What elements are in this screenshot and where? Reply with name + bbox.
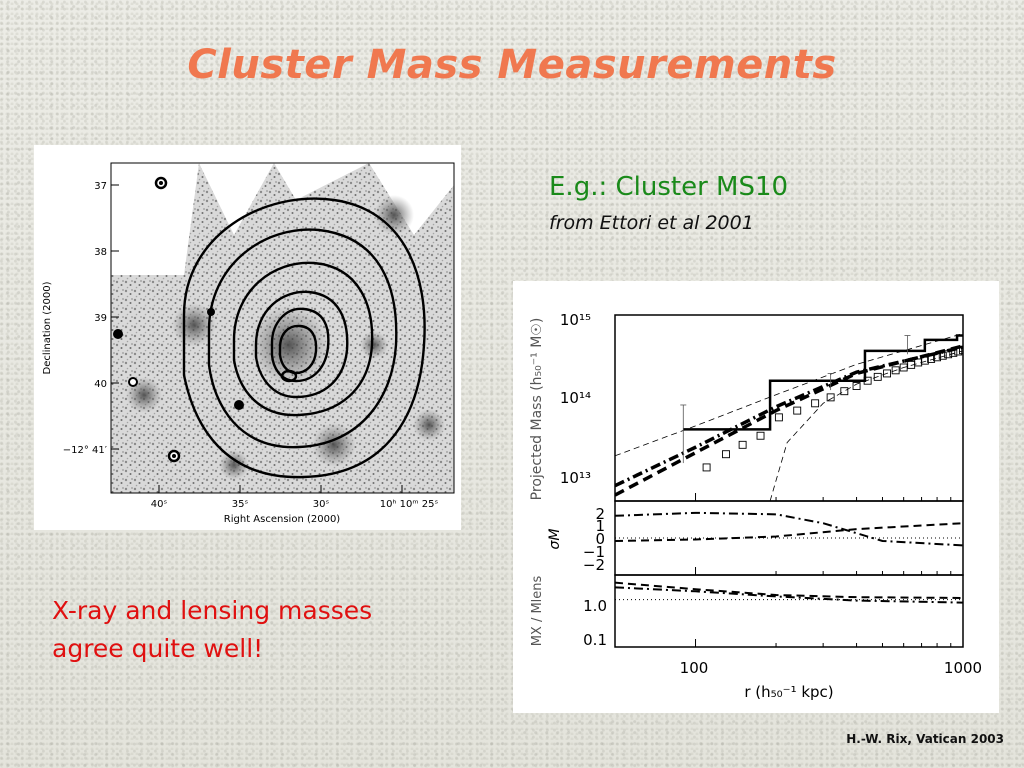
data-point-marker	[920, 356, 929, 365]
ratio-series-line	[615, 581, 963, 599]
sky-y-tick-label: 40	[94, 379, 107, 390]
data-point-marker	[927, 354, 936, 363]
ratio-y-tick-label: 0.1	[583, 631, 607, 649]
data-point-marker	[933, 353, 942, 362]
data-point-marker	[756, 431, 765, 440]
ratio-y-tick-label: 1.0	[583, 597, 607, 615]
data-point-marker	[899, 363, 908, 372]
data-point-marker	[944, 350, 953, 359]
sky-y-tick-label: −12° 41′	[63, 445, 108, 456]
x-axis-label: r (h₅₀⁻¹ kpc)	[744, 683, 833, 701]
data-point-marker	[774, 413, 783, 422]
caption-source: from Ettori et al 2001	[549, 212, 754, 234]
sigma-y-tick-label: −2	[583, 556, 605, 574]
mass-series-line	[615, 345, 963, 488]
mass-series-line	[769, 350, 963, 501]
mass-series-line	[615, 333, 963, 457]
sigma-y-tick-label: 2	[595, 505, 605, 523]
mass-y-axis-label: Projected Mass (h₅₀⁻¹ M☉)	[529, 318, 545, 501]
data-point-marker	[863, 376, 872, 385]
sky-y-tick-label: 39	[94, 313, 107, 324]
sigma-y-tick-label: −1	[583, 543, 605, 561]
x-tick-label: 100	[680, 659, 709, 677]
sky-point-sources	[113, 176, 244, 463]
sky-x-tick-label: 30ˢ	[313, 499, 330, 510]
data-point-marker	[793, 406, 802, 415]
sigma-y-tick-label: 1	[595, 517, 605, 535]
sky-frame	[110, 162, 455, 494]
ratio-panel-frame	[614, 574, 964, 648]
caption-title: E.g.: Cluster MS10	[549, 172, 789, 202]
data-point-marker	[959, 346, 963, 355]
sigma-y-axis-label: σM	[547, 529, 563, 550]
mass-y-tick-label: 10¹⁴	[560, 389, 591, 407]
mass-y-tick-label: 10¹⁵	[560, 311, 591, 329]
data-point-marker	[840, 387, 849, 396]
mass-series-line	[683, 334, 963, 431]
summary-line: agree quite well!	[52, 634, 264, 663]
mass-panel-frame	[614, 314, 964, 502]
sigma-series-line	[615, 511, 963, 547]
data-point-marker	[883, 369, 891, 378]
data-point-marker	[722, 450, 730, 459]
data-point-marker	[891, 366, 900, 375]
mass-y-tick-label: 10¹³	[560, 469, 591, 487]
mass-profile-panel: 10¹⁵ 10¹⁴ 10¹³ 2 1 0 −1 −2 1.0 0.1 100 1…	[513, 281, 999, 713]
slide-title: Cluster Mass Measurements	[187, 42, 837, 88]
summary-text: X-ray and lensing masses agree quite wel…	[52, 592, 472, 668]
sky-x-tick-label: 35ˢ	[232, 499, 249, 510]
sky-x-tick-label: 40ˢ	[151, 499, 168, 510]
data-point-marker	[826, 393, 835, 402]
sigma-series-line	[615, 522, 963, 542]
sky-x-axis-label: Right Ascension (2000)	[224, 514, 341, 525]
sky-y-tick-marks	[111, 184, 403, 493]
data-point-marker	[702, 463, 711, 472]
sky-map-figure: 37 38 39 40 −12° 41′ 40ˢ 35ˢ 30ˢ 10ʰ 10ᵐ…	[42, 162, 455, 525]
mass-profile-chart: 10¹⁵ 10¹⁴ 10¹³ 2 1 0 −1 −2 1.0 0.1 100 1…	[529, 311, 982, 701]
ratio-y-axis-label: MX / Mlens	[530, 575, 545, 646]
data-point-marker	[852, 382, 861, 390]
sky-y-tick-label: 37	[94, 181, 107, 192]
sky-image	[111, 163, 454, 493]
sky-y-tick-label: 38	[94, 247, 107, 258]
data-point-marker	[954, 347, 963, 356]
data-point-marker	[873, 372, 882, 381]
sky-y-axis-label: Declination (2000)	[42, 281, 53, 374]
data-point-marker	[938, 351, 947, 360]
x-tick-label: 1000	[944, 659, 982, 677]
data-point-marker	[811, 399, 820, 408]
sky-contours	[182, 197, 426, 479]
sigma-y-tick-label: 0	[595, 530, 605, 548]
credit-text: H.-W. Rix, Vatican 2003	[846, 732, 1004, 746]
data-point-marker	[949, 348, 958, 357]
data-point-marker	[738, 440, 747, 449]
summary-line: X-ray and lensing masses	[52, 596, 373, 625]
sky-map-panel: 37 38 39 40 −12° 41′ 40ˢ 35ˢ 30ˢ 10ʰ 10ᵐ…	[34, 145, 461, 530]
sky-x-tick-label: 10ʰ 10ᵐ 25ˢ	[380, 499, 439, 510]
